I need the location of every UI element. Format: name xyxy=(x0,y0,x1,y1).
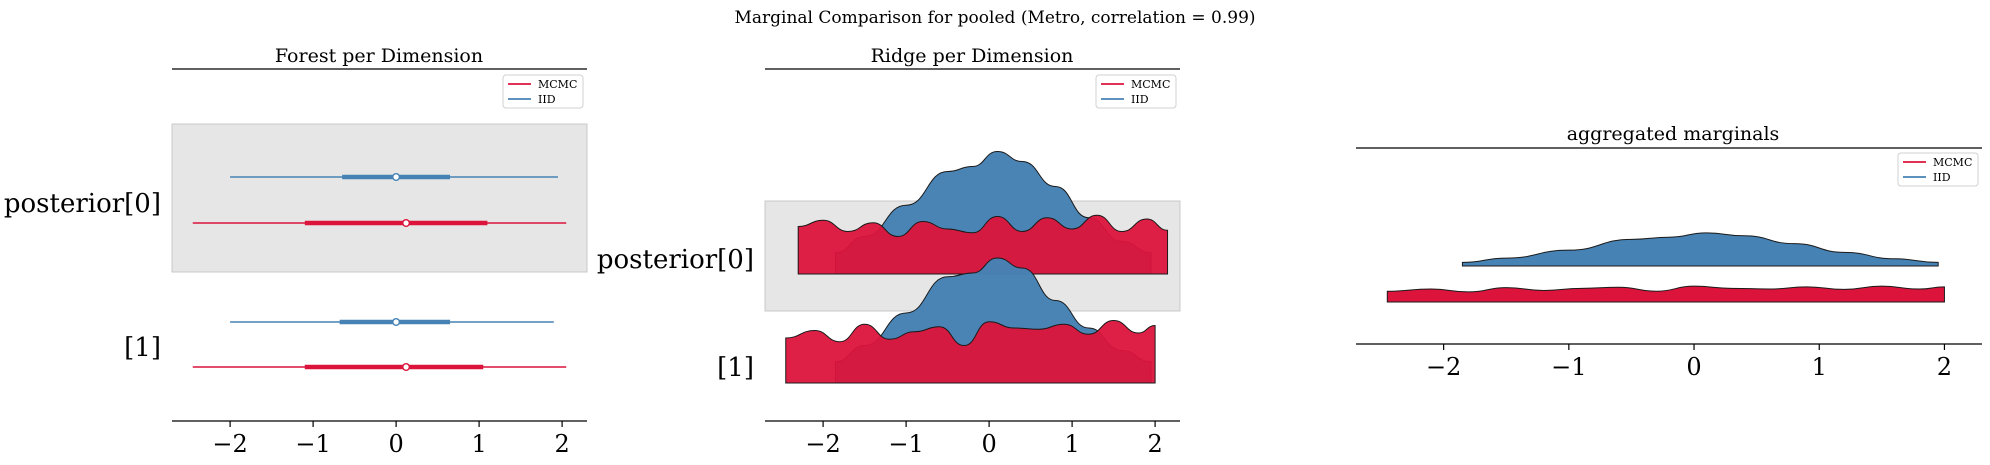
panel-ridge-title: Ridge per Dimension xyxy=(871,45,1074,67)
ridge-xtick-label: 2 xyxy=(1147,430,1162,458)
agg-xtick-label: 1 xyxy=(1812,353,1827,381)
forest-point-iid xyxy=(392,318,401,327)
forest-xtick-label: 0 xyxy=(388,430,403,458)
ridge-xtick-label: 0 xyxy=(981,430,996,458)
forest-row-label: posterior[0] xyxy=(4,189,161,219)
agg-xtick-label: 0 xyxy=(1686,353,1701,381)
ridge-xtick-label: −2 xyxy=(805,430,840,458)
ridge-legend-label-mcmc: MCMC xyxy=(1131,78,1170,91)
forest-row-label: [1] xyxy=(124,333,161,363)
panel-forest-title: Forest per Dimension xyxy=(275,45,483,67)
ridge-row-label: [1] xyxy=(717,353,754,383)
row-band-posterior0 xyxy=(171,123,588,273)
ridge-xtick-label: 1 xyxy=(1064,430,1079,458)
ridge-legend-label-iid: IID xyxy=(1131,93,1149,106)
ridge-density-mcmc xyxy=(785,319,1156,384)
ridge-xtick-label: −1 xyxy=(888,430,923,458)
agg-xtick-label: −1 xyxy=(1551,353,1586,381)
forest-legend-label-iid: IID xyxy=(538,93,556,106)
panel-forest: Forest per Dimension −2 −1 0 1 2 posterior[0]… xyxy=(4,45,588,458)
ridge-row-label: posterior[0] xyxy=(597,245,754,275)
forest-point-mcmc xyxy=(402,218,411,227)
forest-xtick-label: −2 xyxy=(212,430,247,458)
forest-legend-label-mcmc: MCMC xyxy=(538,78,577,91)
agg-legend-label-iid: IID xyxy=(1933,171,1951,184)
agg-density-iid xyxy=(1461,232,1939,267)
agg-xtick-label: 2 xyxy=(1937,353,1952,381)
panel-aggregated: aggregated marginals −2 −1 0 1 2 MCMC IID xyxy=(1356,123,1982,381)
forest-point-iid xyxy=(392,172,401,181)
agg-density-mcmc xyxy=(1386,285,1945,303)
panel-ridge: Ridge per Dimension −2 −1 0 1 2 posterior[0] [… xyxy=(597,45,1181,458)
figure-suptitle: Marginal Comparison for pooled (Metro, c… xyxy=(734,8,1255,28)
forest-point-mcmc xyxy=(402,363,411,372)
agg-xtick-label: −2 xyxy=(1426,353,1461,381)
panel-aggregated-title: aggregated marginals xyxy=(1567,123,1780,145)
forest-xtick-label: 2 xyxy=(554,430,569,458)
agg-legend-label-mcmc: MCMC xyxy=(1933,156,1972,169)
forest-xtick-label: 1 xyxy=(471,430,486,458)
forest-xtick-label: −1 xyxy=(295,430,330,458)
ridge-density-mcmc xyxy=(797,214,1169,275)
